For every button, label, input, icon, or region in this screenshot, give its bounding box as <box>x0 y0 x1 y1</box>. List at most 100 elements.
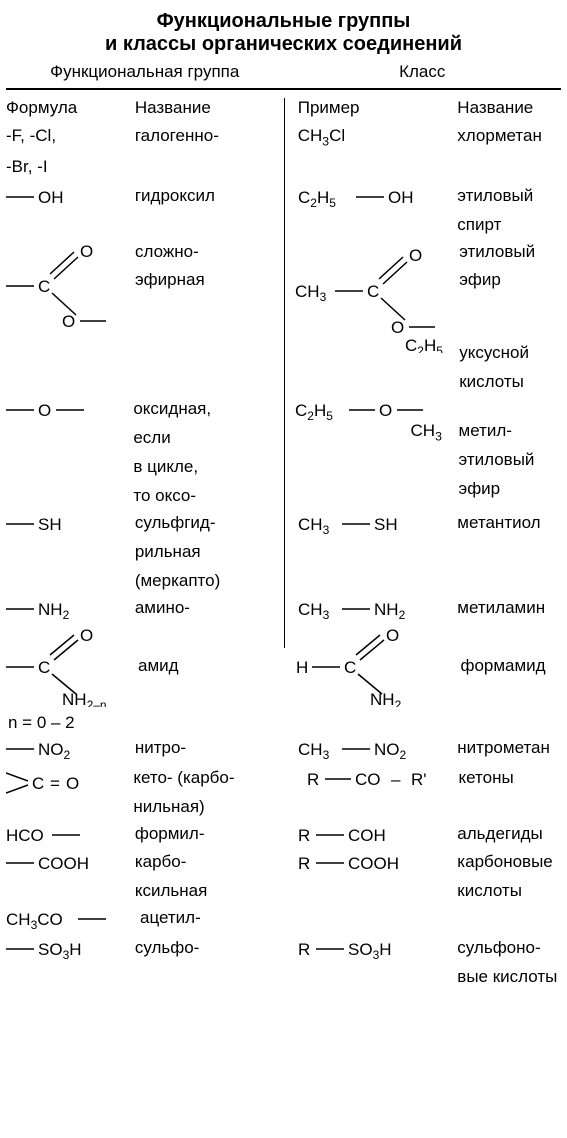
svg-text:SH: SH <box>38 515 62 534</box>
svg-text:CH3: CH3 <box>298 740 330 762</box>
svg-text:R: R <box>298 826 310 845</box>
colhead-name2: Название <box>457 98 561 118</box>
oxide-name1-l4: то оксо- <box>133 485 278 508</box>
sulfo-name2: сульфоно- вые кислоты <box>457 937 561 989</box>
oxide-name2: метил- этиловый эфир <box>459 398 561 501</box>
svg-text:C2H5: C2H5 <box>405 336 443 353</box>
thiol-formula: SH <box>6 512 135 536</box>
formyl-name2: альдегиды <box>457 823 561 846</box>
svg-text:O: O <box>409 246 422 265</box>
row-sulfo: SO3H сульфо- R SO3H сульфоно- вые кислот… <box>6 937 561 989</box>
amide-formula: C O NH2–n <box>6 627 138 707</box>
halogen-ex-post: Cl <box>329 126 345 145</box>
svg-text:SO3H: SO3H <box>348 940 392 962</box>
subheader-left: Функциональная группа <box>6 62 284 82</box>
oxide-name1-l3: в цикле, <box>133 456 278 479</box>
sulfo-name1: сульфо- <box>135 937 288 960</box>
hydroxyl-name2-l1: этиловый <box>457 185 561 208</box>
formyl-name1: формил- <box>135 823 288 846</box>
colhead-formula: Формула <box>6 98 135 118</box>
hydroxyl-name2-l2: спирт <box>457 214 561 237</box>
hydroxyl-formula: OH <box>6 185 135 209</box>
colhead-name1: Название <box>135 98 288 118</box>
title-line-2: и классы органических соединений <box>6 33 561 56</box>
svg-text:CH3CO: CH3CO <box>6 910 63 932</box>
halogen-ex-pre: CH <box>298 126 323 145</box>
svg-text:O: O <box>391 318 404 337</box>
vertical-divider <box>284 98 285 648</box>
carboxyl-formula: COOH <box>6 851 135 875</box>
hydroxyl-name2: этиловый спирт <box>457 185 561 237</box>
ester-formula: C O O <box>6 241 135 331</box>
amide-name1: амид <box>138 627 286 678</box>
carboxyl-name1-l2: ксильная <box>135 880 282 903</box>
svg-text:NH2–n: NH2–n <box>62 690 107 707</box>
svg-text:HCO: HCO <box>6 826 44 845</box>
amide-note: n = 0 – 2 <box>8 713 561 733</box>
colhead-example: Пример <box>288 98 458 118</box>
ester-name2: этиловый эфир уксусной кислоты <box>459 241 561 395</box>
thiol-name1-l1: сульфгид- <box>135 512 282 535</box>
svg-text:R: R <box>298 940 310 959</box>
carboxyl-name1-l1: карбо- <box>135 851 282 874</box>
svg-text:O: O <box>80 242 93 261</box>
svg-text:C: C <box>367 282 379 301</box>
ester-name2-l4: кислоты <box>459 371 561 394</box>
svg-text:R: R <box>307 770 319 789</box>
svg-text:R: R <box>298 854 310 873</box>
subheader-right: Класс <box>284 62 562 82</box>
keto-example: R CO – R' <box>285 767 459 793</box>
svg-text:NO2: NO2 <box>38 740 71 762</box>
nitro-example: CH3 NO2 <box>288 737 458 763</box>
svg-text:H: H <box>296 658 308 677</box>
svg-text:C2H5: C2H5 <box>298 188 336 210</box>
formyl-formula: HCO <box>6 823 135 847</box>
svg-text:CH3: CH3 <box>298 600 330 622</box>
amide-example: H C O NH2 <box>286 627 460 707</box>
keto-name1-l2: нильная) <box>133 796 278 819</box>
amino-example: CH3 NH2 <box>288 597 458 623</box>
row-carboxyl: COOH карбо- ксильная R COOH карбоновые к… <box>6 851 561 903</box>
acetyl-formula: CH3CO <box>6 907 140 933</box>
oxide-name1-l1: оксидная, <box>133 398 278 421</box>
svg-text:CH3: CH3 <box>298 515 330 537</box>
row-formyl: HCO формил- R COH альдегиды <box>6 823 561 847</box>
svg-text:O: O <box>379 401 392 420</box>
amino-formula: NH2 <box>6 597 135 623</box>
thiol-name1-l3: (меркапто) <box>135 570 282 593</box>
ester-name1-l2: эфирная <box>135 269 279 292</box>
svg-text:R': R' <box>411 770 427 789</box>
svg-text:–: – <box>391 770 401 789</box>
svg-text:C2H5: C2H5 <box>295 401 333 423</box>
nitro-name2: нитрометан <box>457 737 561 760</box>
hydroxyl-formula-label: OH <box>38 188 64 207</box>
halogen-formula-l2: -Br, -I <box>6 156 131 179</box>
carboxyl-name2: карбоновые кислоты <box>457 851 561 903</box>
acetyl-name1: ацетил- <box>140 907 291 930</box>
svg-text:COH: COH <box>348 826 386 845</box>
carboxyl-name1: карбо- ксильная <box>135 851 288 903</box>
oxide-name1: оксидная, если в цикле, то оксо- <box>133 398 284 508</box>
svg-text:O: O <box>386 627 399 645</box>
hydroxyl-name1: гидроксил <box>135 185 288 208</box>
keto-formula: C = O <box>6 767 133 799</box>
svg-text:SO3H: SO3H <box>38 940 82 962</box>
halogen-formula-l1: -F, -Cl, <box>6 125 131 148</box>
keto-name2: кетоны <box>459 767 561 790</box>
thiol-name1: сульфгид- рильная (меркапто) <box>135 512 288 593</box>
ester-example: CH3 C O O C2H5 <box>285 241 459 353</box>
row-acetyl: CH3CO ацетил- <box>6 907 561 933</box>
svg-text:OH: OH <box>388 188 414 207</box>
oxide-example: C2H5 O CH3 <box>285 398 459 445</box>
row-nitro: NO2 нитро- CH3 NO2 нитрометан <box>6 737 561 763</box>
keto-name1: кето- (карбо- нильная) <box>133 767 284 819</box>
row-keto: C = O кето- (карбо- нильная) R CO – R' к… <box>6 767 561 819</box>
top-rule <box>6 88 561 90</box>
nitro-name1: нитро- <box>135 737 288 760</box>
svg-text:COOH: COOH <box>38 854 89 873</box>
keto-name1-l1: кето- (карбо- <box>133 767 278 790</box>
halogen-name1: галогенно- <box>135 125 288 148</box>
halogen-formula: -F, -Cl, -Br, -I <box>6 125 135 179</box>
oxide-name2-l1: метил- <box>459 420 561 443</box>
svg-text:C: C <box>38 658 50 677</box>
